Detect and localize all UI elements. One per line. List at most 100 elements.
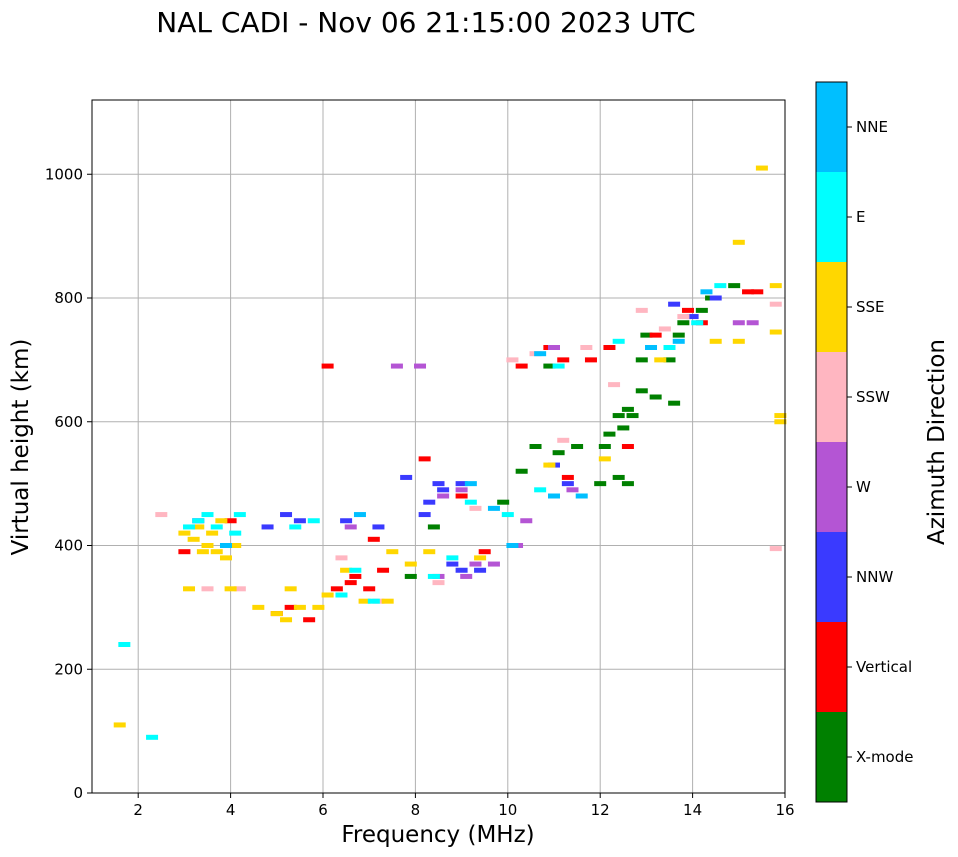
data-point-x-mode <box>672 332 685 338</box>
data-point-x-mode <box>617 425 630 431</box>
data-point-sse <box>270 611 283 617</box>
data-point-nnw <box>474 567 487 573</box>
colorbar-frame <box>815 81 848 803</box>
data-point-sse <box>187 536 200 542</box>
data-point-vertical <box>561 474 574 480</box>
x-tick-label: 14 <box>683 801 702 819</box>
data-point-sse <box>381 598 394 604</box>
data-point-sse <box>340 567 353 573</box>
data-point-vertical <box>751 289 764 295</box>
data-point-w <box>460 573 473 579</box>
data-point-vertical <box>363 586 376 592</box>
data-point-vertical <box>742 289 755 295</box>
data-point-nne <box>575 493 588 499</box>
data-point-x-mode <box>626 413 639 419</box>
data-point-x-mode <box>640 332 653 338</box>
data-point-nne <box>487 505 500 511</box>
data-point-x-mode <box>663 357 676 363</box>
data-point-w <box>344 524 357 530</box>
data-point-w <box>390 363 403 369</box>
data-point-ssw <box>233 586 246 592</box>
data-point-nne <box>672 338 685 344</box>
colorbar-label-nnw: NNW <box>856 568 893 586</box>
data-point-vertical <box>321 363 334 369</box>
data-point-e <box>201 512 214 518</box>
data-point-ssw <box>769 546 782 552</box>
data-point-x-mode <box>668 400 681 406</box>
data-point-e <box>367 598 380 604</box>
y-tick-label: 800 <box>54 289 83 307</box>
colorbar-swatch-nnw <box>816 532 847 622</box>
data-point-w <box>520 518 533 524</box>
data-point-nnw <box>455 481 468 487</box>
data-point-vertical <box>377 567 390 573</box>
data-point-x-mode <box>635 357 648 363</box>
data-point-sse <box>196 549 209 555</box>
data-point-nne <box>548 493 560 499</box>
data-point-ssw <box>201 586 214 592</box>
data-point-sse <box>654 357 667 363</box>
data-point-w <box>548 345 560 350</box>
data-point-vertical <box>603 345 616 350</box>
data-point-nne <box>700 289 713 295</box>
x-axis-label: Frequency (MHz) <box>341 822 534 848</box>
data-point-e <box>183 524 196 530</box>
y-tick-label: 400 <box>54 537 83 555</box>
data-point-x-mode <box>728 283 741 289</box>
colorbar-label-sse: SSE <box>856 298 885 316</box>
data-point-vertical <box>284 604 297 610</box>
data-point-e <box>464 499 477 505</box>
data-point-nnw <box>561 481 574 487</box>
y-axis-label: Virtual height (km) <box>8 339 34 556</box>
data-point-e <box>663 345 676 350</box>
data-point-x-mode <box>594 481 607 487</box>
data-point-sse <box>178 530 191 536</box>
data-point-sse <box>210 549 223 555</box>
y-tick-label: 1000 <box>45 165 83 183</box>
colorbar: X-mode Vertical NNW W SSW SSE E NNE <box>815 81 913 803</box>
data-point-sse <box>280 617 293 623</box>
data-point-x-mode <box>571 444 584 449</box>
data-point-e <box>229 530 242 536</box>
y-tick-label: 600 <box>54 413 83 431</box>
data-point-sse <box>404 561 417 567</box>
x-tick-label: 6 <box>318 801 328 819</box>
data-point-e <box>534 487 547 493</box>
data-point-vertical <box>478 549 491 555</box>
x-tick-label: 2 <box>133 801 143 819</box>
data-point-e <box>714 283 727 289</box>
data-point-x-mode <box>649 394 662 400</box>
data-point-ssw <box>335 555 348 561</box>
data-point-sse <box>774 419 787 425</box>
data-point-e <box>335 592 348 598</box>
data-point-nnw <box>261 524 274 530</box>
data-point-vertical <box>649 332 662 338</box>
data-point-sse <box>192 524 205 530</box>
data-point-w <box>746 320 759 326</box>
data-point-vertical <box>224 518 237 524</box>
colorbar-label-e: E <box>856 208 865 226</box>
data-point-nnw <box>418 512 431 518</box>
data-point-x-mode <box>529 444 542 449</box>
data-point-ssw <box>608 382 621 388</box>
data-point-sse <box>755 165 768 171</box>
data-point-nnw <box>455 567 468 573</box>
data-point-nne <box>645 345 658 350</box>
colorbar-label-ssw: SSW <box>856 388 890 406</box>
data-point-ssw <box>580 345 593 350</box>
data-point-vertical <box>367 536 380 542</box>
data-point-sse <box>769 283 782 289</box>
colorbar-swatch-w <box>816 442 847 532</box>
data-point-w <box>732 320 745 326</box>
data-point-w <box>437 493 450 499</box>
data-point-x-mode <box>598 444 611 449</box>
data-point-vertical <box>330 586 343 592</box>
data-point-x-mode <box>621 406 634 412</box>
colorbar-label-vertical: Vertical <box>856 658 912 676</box>
data-point-x-mode <box>603 431 616 437</box>
colorbar-swatch-e <box>816 172 847 262</box>
data-point-e <box>146 734 159 740</box>
data-point-sse <box>598 456 611 462</box>
data-point-nne <box>464 481 477 487</box>
